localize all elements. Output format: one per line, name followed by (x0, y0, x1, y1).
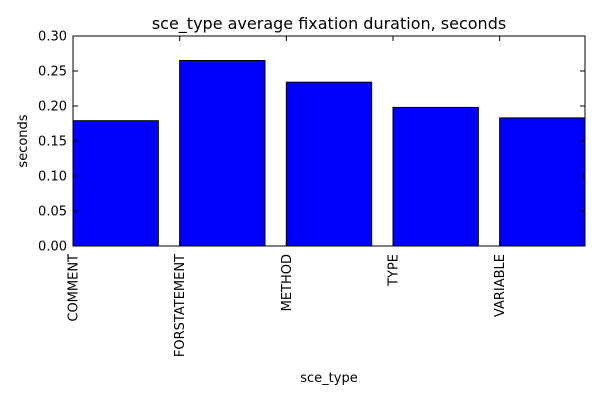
bar-type (392, 106, 479, 247)
y-tick-label: 0.05 (38, 205, 67, 220)
plot-frame (72, 35, 586, 247)
x-tick-label-method: METHOD (280, 254, 295, 311)
x-tick-label-type: TYPE (387, 254, 402, 287)
y-axis-label: seconds (16, 114, 31, 167)
bar-comment (72, 120, 159, 247)
bar-method (285, 81, 373, 247)
x-axis-label: sce_type (300, 371, 357, 386)
y-tick-label: 0.10 (38, 170, 67, 185)
x-tick-label-variable: VARIABLE (493, 254, 508, 317)
bars-group (72, 60, 586, 247)
x-ticks-group: COMMENT FORSTATEMENT METHOD TYPE VARIABLE (67, 36, 508, 357)
bar-forstatement (179, 60, 266, 247)
x-tick-label-comment: COMMENT (67, 254, 82, 322)
y-tick-label: 0.20 (38, 100, 67, 115)
x-tick-label-forstatement: FORSTATEMENT (173, 254, 188, 357)
y-tick-label: 0.30 (38, 30, 67, 45)
y-tick-label: 0.25 (38, 65, 67, 80)
chart-title: sce_type average fixation duration, seco… (152, 14, 506, 34)
bar-variable (499, 117, 586, 247)
y-tick-label: 0.00 (38, 240, 67, 255)
y-tick-label: 0.15 (38, 135, 67, 150)
